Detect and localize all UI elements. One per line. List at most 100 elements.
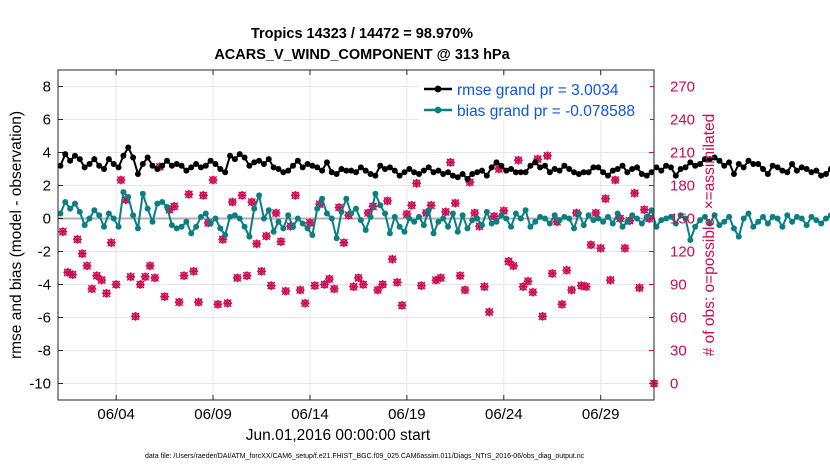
bias-point	[139, 190, 146, 197]
y2-tick-label: 0	[670, 376, 678, 393]
rmse-point	[91, 156, 98, 163]
chart-title: Tropics 14323 / 14472 = 98.970%	[251, 26, 473, 42]
x-tick-label: 06/09	[194, 406, 232, 423]
rmse-point	[464, 175, 471, 182]
rmse-point	[629, 166, 636, 172]
x-tick-label: 06/24	[485, 406, 523, 423]
rmse-point	[600, 169, 607, 176]
bias-point	[663, 215, 670, 222]
obs-count-point	[223, 298, 232, 308]
rmse-point	[740, 164, 747, 171]
rmse-point	[130, 154, 137, 161]
bias-point	[319, 195, 326, 202]
obs-assimilated-marker	[261, 231, 271, 241]
rmse-point	[667, 164, 674, 171]
bias-point	[372, 190, 379, 197]
y-tick-label: 0	[43, 211, 51, 228]
legend-box	[418, 76, 650, 120]
bias-point	[202, 210, 209, 217]
obs-assimilated-marker	[567, 285, 577, 295]
rmse-point	[338, 166, 345, 172]
obs-count-point	[320, 280, 329, 289]
rmse-point	[474, 169, 481, 176]
rmse-point	[425, 164, 432, 171]
obs-assimilated-marker	[455, 271, 465, 281]
bias-point	[449, 210, 456, 217]
rmse-point	[362, 167, 369, 174]
plot-frame	[57, 69, 655, 401]
rmse-point	[406, 166, 413, 172]
plot-area	[58, 70, 654, 400]
rmse-point	[357, 164, 364, 171]
obs-assimilated-marker	[102, 288, 111, 298]
rmse-point	[459, 170, 466, 177]
obs-assimilated-marker	[383, 196, 392, 206]
obs-count-point	[135, 280, 145, 289]
obs-assimilated-marker	[145, 261, 155, 271]
rmse-point	[290, 162, 297, 169]
x-tick-label: 06/29	[582, 406, 620, 423]
bias-point	[735, 233, 742, 240]
bias-point	[164, 203, 171, 210]
bias-point	[803, 222, 810, 229]
bias-point	[643, 213, 650, 220]
obs-count-point	[557, 299, 567, 309]
obs-assimilated-marker	[480, 282, 489, 292]
rmse-point	[76, 156, 83, 163]
obs-count-point	[252, 239, 262, 249]
obs-assimilated-marker	[63, 268, 73, 277]
obs-assimilated-marker	[310, 281, 320, 290]
rmse-point	[275, 166, 282, 172]
rmse-point	[299, 164, 306, 171]
bias-point	[125, 194, 132, 201]
obs-assimilated-marker	[363, 208, 373, 218]
rmse-point	[139, 161, 146, 168]
obs-count-point	[102, 288, 111, 298]
rmse-point	[827, 166, 830, 172]
bias-point	[706, 220, 713, 227]
obs-assimilated-marker	[513, 155, 523, 165]
obs-count-point	[281, 286, 291, 296]
rmse-point	[658, 167, 665, 174]
obs-count-point	[160, 292, 170, 301]
bias-point	[154, 200, 161, 207]
obs-assimilated-marker	[169, 202, 179, 211]
obs-assimilated-marker	[431, 275, 441, 285]
rmse-point	[270, 164, 277, 171]
bias-point	[280, 225, 287, 232]
obs-count-point	[232, 273, 242, 283]
obs-assimilated-marker	[150, 273, 160, 283]
bias-point	[488, 220, 495, 227]
bias-point	[682, 215, 689, 222]
bias-point	[590, 217, 597, 224]
bias-point	[159, 199, 166, 205]
obs-count-point	[184, 189, 194, 199]
obs-assimilated-marker	[489, 211, 499, 221]
bias-point	[430, 230, 437, 237]
bias-point	[789, 218, 796, 225]
obs-assimilated-marker	[252, 239, 262, 249]
obs-assimilated-marker	[266, 281, 276, 290]
obs-count-point	[397, 301, 407, 310]
obs-count-point	[111, 280, 121, 289]
bias-point	[328, 215, 335, 222]
rmse-point	[212, 161, 219, 168]
obs-assimilated-marker	[494, 164, 504, 174]
obs-assimilated-marker	[194, 297, 203, 307]
rmse-point	[120, 152, 127, 159]
rmse-point	[256, 157, 263, 164]
obs-assimilated-marker	[499, 206, 509, 216]
bias-point	[740, 215, 747, 222]
rmse-point	[125, 144, 132, 151]
obs-count-point	[276, 237, 286, 246]
rmse-point	[614, 166, 621, 172]
legend-rmse-marker	[434, 85, 442, 93]
obs-assimilated-marker	[542, 151, 552, 161]
y2-tick-label: 210	[670, 145, 695, 162]
bias-point	[648, 207, 655, 214]
rmse-point	[711, 154, 718, 161]
obs-count-point	[547, 269, 557, 278]
rmse-point	[706, 156, 713, 163]
bias-point	[522, 207, 529, 214]
bias-point	[672, 220, 679, 227]
